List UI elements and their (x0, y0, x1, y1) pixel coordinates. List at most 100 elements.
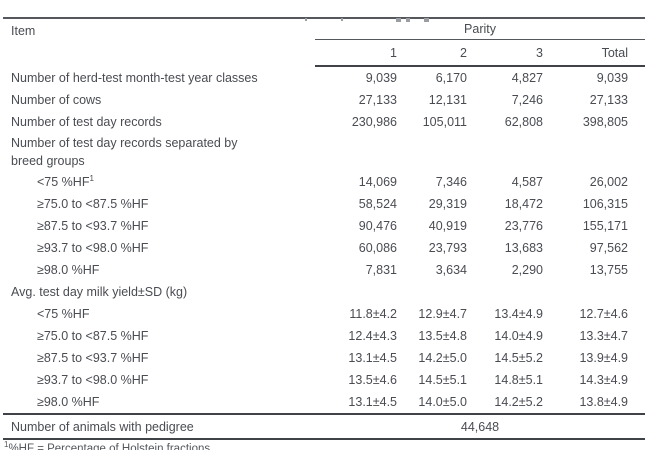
cell-total: 27,133 (589, 93, 629, 107)
section-label-line2: breed groups (11, 154, 85, 168)
cell-total: 13.9±4.9 (579, 351, 629, 365)
row-label: Number of test day records (11, 115, 162, 129)
table-row: ≥93.7 to <98.0 %HF 13.5±4.6 14.5±5.1 14.… (3, 369, 645, 391)
cell-total: 155,171 (582, 219, 629, 233)
cell-parity3: 4,827 (511, 71, 543, 85)
cell-total: 13.3±4.7 (579, 329, 629, 343)
section-label: Number of test day records separated by … (3, 133, 315, 171)
cell-parity1: 230,986 (351, 115, 397, 129)
section-header-row: Avg. test day milk yield±SD (kg) (3, 281, 645, 303)
pedigree-row: Number of animals with pedigree 44,648 (3, 413, 646, 440)
cell-parity3: 14.8±5.1 (494, 373, 543, 387)
caption-descender-mark (341, 18, 343, 21)
row-label: Number of animals with pedigree (3, 413, 315, 440)
caption-descender-mark (406, 18, 410, 22)
row-label: Number of herd-test month-test year clas… (11, 70, 258, 85)
cell-total: 9,039 (596, 71, 629, 85)
table-row: <75 %HF 11.8±4.2 12.9±4.7 13.4±4.9 12.7±… (3, 303, 645, 325)
section-header-row: Number of test day records separated by … (3, 133, 645, 171)
section-label: Avg. test day milk yield±SD (kg) (11, 285, 188, 299)
cell-parity2: 3,634 (435, 263, 467, 277)
parity-table: Item Parity 1 2 3 Total Number of herd-t… (3, 17, 646, 440)
cell-parity3: 7,246 (511, 93, 543, 107)
cell-parity1: 14,069 (358, 175, 397, 189)
cell-parity1: 12.4±4.3 (348, 329, 397, 343)
footnote-text: %HF = Percentage of Holstein fractions (8, 443, 211, 450)
caption-descender-mark (305, 18, 307, 21)
cell-parity2: 7,346 (435, 175, 467, 189)
table-row: Number of test day records 230,986 105,0… (3, 111, 645, 133)
cell-parity2: 29,319 (428, 197, 467, 211)
row-label: ≥87.5 to <93.7 %HF (37, 219, 149, 233)
column-header-item: Item (3, 17, 315, 66)
cell-total: 12.7±4.6 (579, 307, 629, 321)
cell-parity3: 18,472 (504, 197, 543, 211)
cell-parity1: 7,831 (365, 263, 397, 277)
table-footnote: 1%HF = Percentage of Holstein fractions (4, 440, 650, 450)
cell-parity2: 14.2±5.0 (418, 351, 467, 365)
cell-total: 106,315 (582, 197, 629, 211)
cell-parity2: 105,011 (422, 115, 467, 129)
footnote-marker: 1 (89, 173, 94, 183)
caption-descender-mark (424, 18, 429, 22)
cell-parity1: 13.1±4.5 (348, 351, 397, 365)
row-label: ≥75.0 to <87.5 %HF (37, 329, 149, 343)
cell-total: 13.8±4.9 (579, 395, 629, 409)
cell-parity2: 12,131 (428, 93, 467, 107)
cell-parity3: 23,776 (504, 219, 543, 233)
row-label: Number of cows (11, 93, 102, 107)
header-row-subcolumns: 1 2 3 Total (3, 39, 646, 67)
cell-total: 26,002 (589, 175, 629, 189)
footnote-marker: 1 (4, 440, 9, 450)
column-header-parity-2: 2 (397, 39, 467, 67)
column-group-header-parity: Parity (315, 17, 646, 40)
column-header-parity-1: 1 (315, 39, 397, 67)
caption-descender-mark (396, 18, 401, 22)
cell-parity3: 14.5±5.2 (494, 351, 543, 365)
row-label: <75 %HF1 (37, 173, 94, 189)
cell-parity3: 14.2±5.2 (494, 395, 543, 409)
row-label: ≥93.7 to <98.0 %HF (37, 373, 149, 387)
row-label: ≥75.0 to <87.5 %HF (37, 197, 149, 211)
cell-total: 13,755 (589, 263, 629, 277)
table-row: ≥75.0 to <87.5 %HF 12.4±4.3 13.5±4.8 14.… (3, 325, 645, 347)
row-label: ≥98.0 %HF (37, 263, 100, 277)
cell-parity3: 14.0±4.9 (494, 329, 543, 343)
cell-total: 398,805 (582, 115, 629, 129)
table-row: ≥75.0 to <87.5 %HF 58,524 29,319 18,472 … (3, 193, 645, 215)
cell-parity3: 62,808 (504, 115, 543, 129)
cell-parity2: 14.0±5.0 (418, 395, 467, 409)
table-row: Number of herd-test month-test year clas… (3, 66, 645, 89)
header-row-parity: Item Parity (3, 17, 646, 66)
cell-parity3: 13,683 (504, 241, 543, 255)
cell-parity3: 4,587 (511, 175, 543, 189)
row-label: <75 %HF (37, 307, 90, 321)
cell-parity2: 23,793 (428, 241, 467, 255)
cell-parity2: 14.5±5.1 (418, 373, 467, 387)
cell-parity2: 40,919 (428, 219, 467, 233)
cell-parity3: 13.4±4.9 (494, 307, 543, 321)
table-row: ≥98.0 %HF 13.1±4.5 14.0±5.0 14.2±5.2 13.… (3, 391, 645, 414)
table-row: <75 %HF1 14,069 7,346 4,587 26,002 (3, 171, 645, 193)
cell-parity1: 60,086 (358, 241, 397, 255)
column-header-parity-3: 3 (467, 39, 543, 67)
cell-parity1: 27,133 (358, 93, 397, 107)
table-row: ≥87.5 to <93.7 %HF 90,476 40,919 23,776 … (3, 215, 645, 237)
cell-parity1: 13.5±4.6 (348, 373, 397, 387)
column-header-total: Total (543, 39, 646, 67)
cell-parity1: 9,039 (365, 71, 397, 85)
table-row: ≥93.7 to <98.0 %HF 60,086 23,793 13,683 … (3, 237, 645, 259)
cell-parity3: 2,290 (511, 263, 543, 277)
row-label: ≥87.5 to <93.7 %HF (37, 351, 149, 365)
cell-parity1: 90,476 (358, 219, 397, 233)
cell-parity1: 11.8±4.2 (349, 307, 397, 321)
cropped-caption-remnant (0, 17, 650, 24)
table-row: ≥98.0 %HF 7,831 3,634 2,290 13,755 (3, 259, 645, 281)
pedigree-value: 44,648 (315, 413, 646, 440)
cell-parity1: 58,524 (358, 197, 397, 211)
row-label: ≥98.0 %HF (37, 395, 100, 409)
cell-parity2: 6,170 (435, 71, 467, 85)
table-row: Number of cows 27,133 12,131 7,246 27,13… (3, 89, 645, 111)
cell-total: 97,562 (589, 241, 629, 255)
cell-total: 14.3±4.9 (579, 373, 629, 387)
